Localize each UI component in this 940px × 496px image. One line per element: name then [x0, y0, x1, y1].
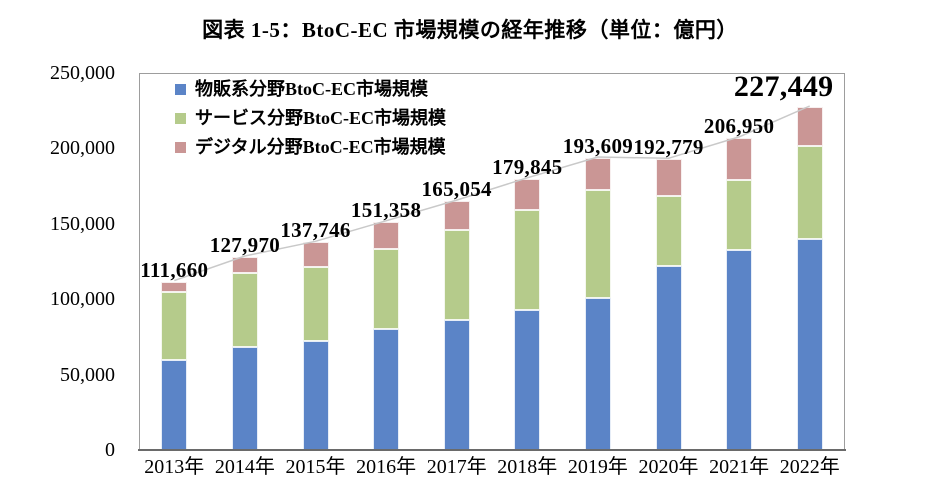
bar-segment: [302, 340, 329, 450]
bar-segment: [796, 107, 823, 147]
x-tick-label: 2018年: [497, 456, 558, 478]
bar-segment: [443, 230, 470, 321]
bar-segment: [443, 320, 470, 450]
total-label: 137,746: [280, 218, 351, 243]
total-label-2022: 227,449: [733, 70, 834, 103]
y-tick-label: 50,000: [60, 363, 115, 386]
legend: 物販系分野BtoC-EC市場規模 サービス分野BtoC-EC市場規模 デジタル分…: [175, 80, 446, 167]
chart-title: 図表 1-5：BtoC-EC 市場規模の経年推移（単位：億円）: [202, 18, 738, 42]
x-tick-label: 2016年: [356, 456, 417, 478]
y-tick-label: 0: [105, 439, 115, 461]
bar-segment: [161, 281, 188, 293]
total-label: 192,779: [633, 135, 704, 160]
bar-segment: [373, 329, 400, 450]
x-tick-label: 2020年: [638, 456, 699, 478]
bar-segment: [231, 257, 258, 274]
bar-segment: [161, 359, 188, 450]
x-tick-label: 2015年: [285, 456, 346, 478]
legend-swatch-blue-icon: [175, 84, 186, 95]
total-label: 111,660: [140, 257, 209, 282]
bar-segment: [514, 309, 541, 450]
bar-segment: [302, 266, 329, 341]
legend-item-digital: デジタル分野BtoC-EC市場規模: [175, 138, 446, 157]
bar-segment: [655, 265, 682, 450]
y-tick-label: 250,000: [50, 62, 115, 84]
bar-segment: [584, 298, 611, 450]
bar-segment: [231, 273, 258, 348]
total-label: 127,970: [209, 233, 281, 258]
x-tick-label: 2021年: [709, 456, 770, 478]
bar-segment: [302, 242, 329, 267]
bar-segment: [514, 178, 541, 210]
total-label: 206,950: [703, 113, 775, 138]
bar-segment: [655, 196, 682, 266]
bar-segment: [726, 249, 753, 450]
x-tick-label: 2014年: [214, 456, 275, 478]
total-label: 151,358: [350, 197, 422, 222]
legend-item-service: サービス分野BtoC-EC市場規模: [175, 109, 446, 128]
bar-segment: [373, 221, 400, 249]
bar-segment: [584, 190, 611, 299]
legend-label-digital: デジタル分野BtoC-EC市場規模: [195, 137, 446, 157]
bar-segment: [514, 209, 541, 310]
total-label: 193,609: [562, 134, 634, 159]
y-tick-label: 100,000: [50, 288, 115, 311]
x-tick-label: 2019年: [567, 456, 628, 478]
y-tick-label: 150,000: [50, 212, 115, 235]
legend-label-service: サービス分野BtoC-EC市場規模: [195, 108, 446, 128]
total-label: 165,054: [421, 177, 492, 202]
legend-swatch-green-icon: [175, 113, 186, 124]
bar-segment: [796, 146, 823, 239]
x-axis-line: [138, 449, 846, 451]
bar-segment: [161, 292, 188, 360]
x-tick-label: 2017年: [426, 456, 487, 478]
bar-segment: [584, 158, 611, 191]
x-tick-label: 2013年: [144, 456, 205, 478]
bar-segment: [373, 248, 400, 330]
legend-label-busshan: 物販系分野BtoC-EC市場規模: [195, 79, 428, 99]
bar-segment: [655, 159, 682, 197]
bar-segment: [443, 201, 470, 231]
y-tick-label: 200,000: [50, 137, 115, 160]
legend-swatch-pink-icon: [175, 142, 186, 153]
bar-segment: [726, 137, 753, 180]
bar-segment: [796, 238, 823, 450]
legend-item-busshan: 物販系分野BtoC-EC市場規模: [175, 80, 446, 99]
bar-segment: [231, 347, 258, 450]
total-label: 179,845: [492, 154, 563, 179]
bar-segment: [726, 179, 753, 250]
x-tick-label: 2022年: [779, 456, 840, 478]
